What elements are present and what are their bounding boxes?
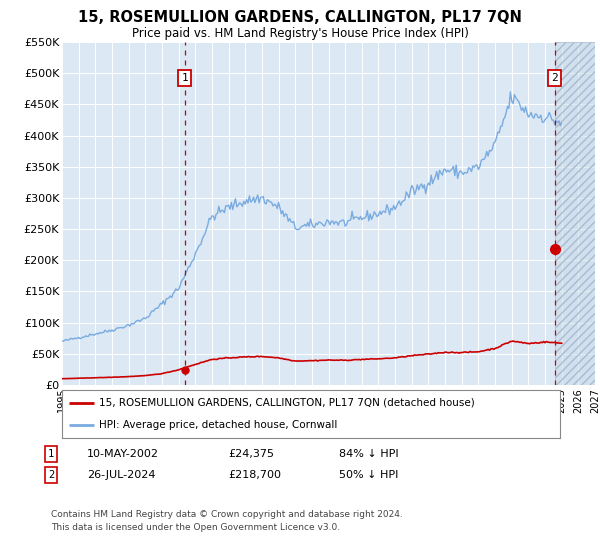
Text: 15, ROSEMULLION GARDENS, CALLINGTON, PL17 7QN: 15, ROSEMULLION GARDENS, CALLINGTON, PL1… xyxy=(78,11,522,26)
Text: 50% ↓ HPI: 50% ↓ HPI xyxy=(339,470,398,480)
Text: 10-MAY-2002: 10-MAY-2002 xyxy=(87,449,159,459)
Text: Contains HM Land Registry data © Crown copyright and database right 2024.
This d: Contains HM Land Registry data © Crown c… xyxy=(51,510,403,531)
Bar xyxy=(554,42,595,385)
Text: £218,700: £218,700 xyxy=(228,470,281,480)
Text: £24,375: £24,375 xyxy=(228,449,274,459)
Text: 2: 2 xyxy=(48,470,54,480)
Text: 2: 2 xyxy=(551,73,558,83)
Text: 84% ↓ HPI: 84% ↓ HPI xyxy=(339,449,398,459)
Text: 1: 1 xyxy=(181,73,188,83)
Text: 26-JUL-2024: 26-JUL-2024 xyxy=(87,470,155,480)
Text: HPI: Average price, detached house, Cornwall: HPI: Average price, detached house, Corn… xyxy=(100,420,338,430)
Text: 1: 1 xyxy=(48,449,54,459)
Text: Price paid vs. HM Land Registry's House Price Index (HPI): Price paid vs. HM Land Registry's House … xyxy=(131,26,469,40)
Bar xyxy=(554,42,595,385)
Text: 15, ROSEMULLION GARDENS, CALLINGTON, PL17 7QN (detached house): 15, ROSEMULLION GARDENS, CALLINGTON, PL1… xyxy=(100,398,475,408)
